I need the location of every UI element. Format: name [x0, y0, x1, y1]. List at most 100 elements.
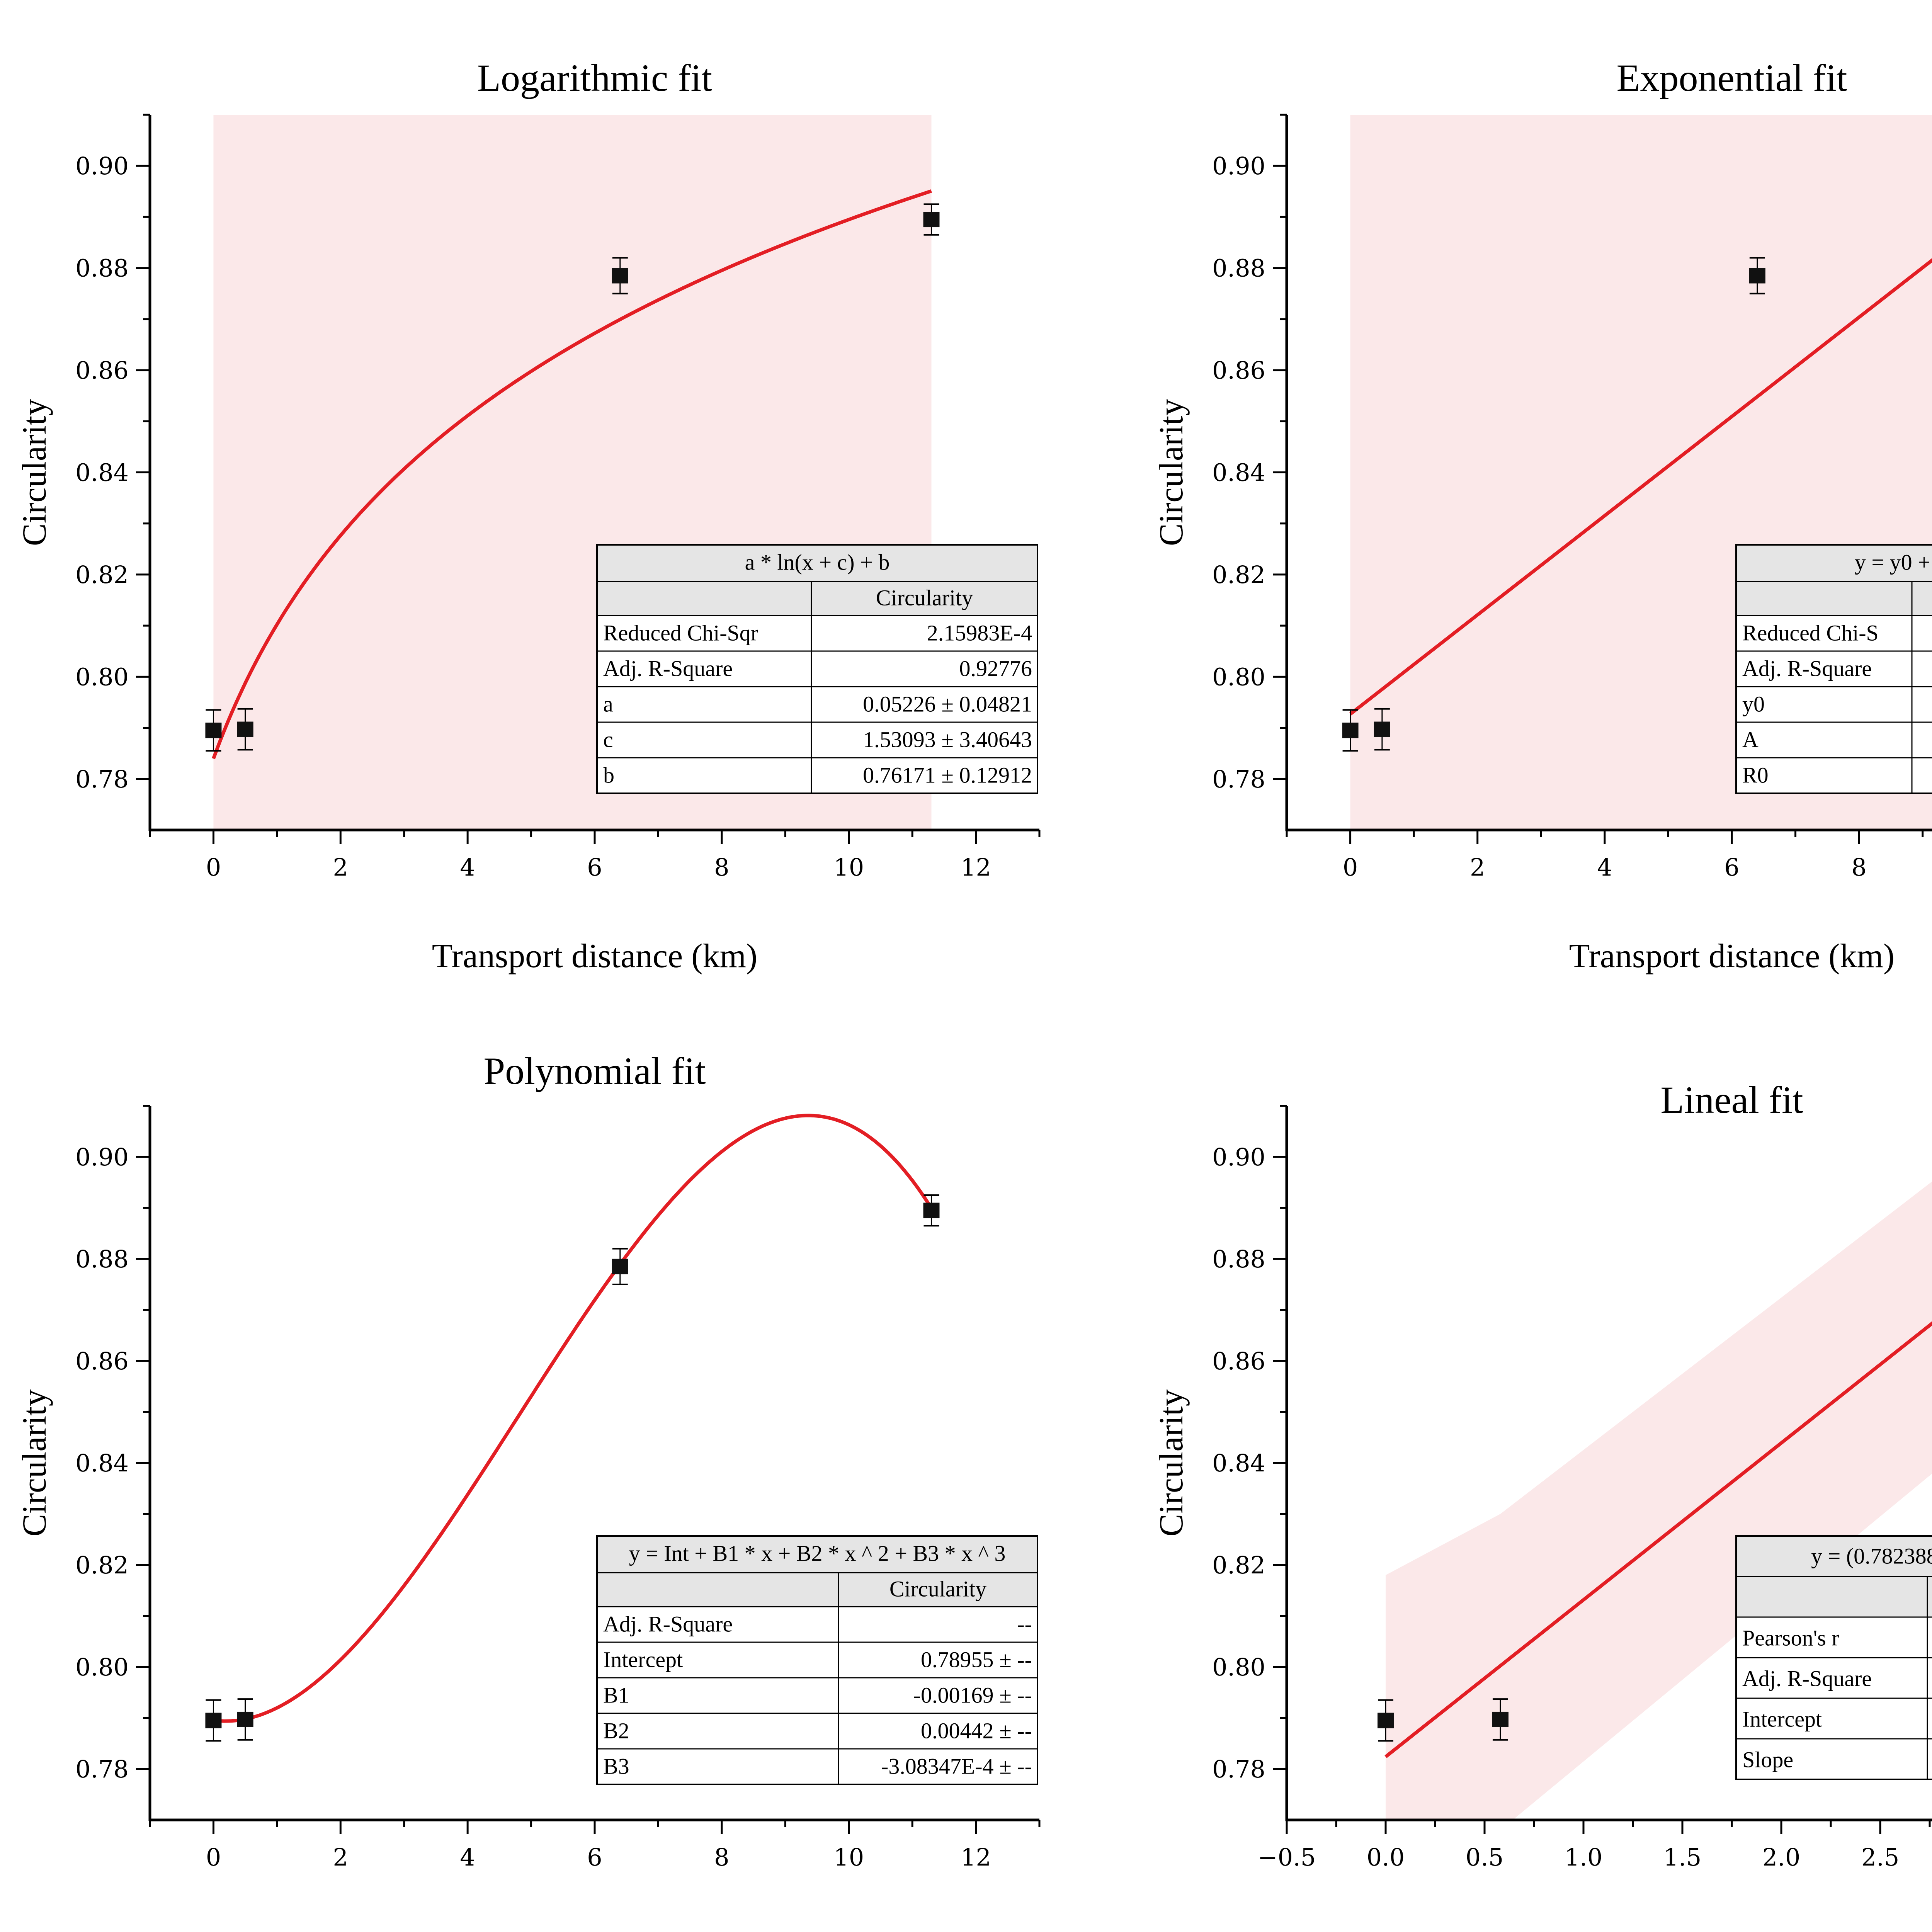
x-tick-label: 10: [833, 1843, 864, 1871]
y-tick-label: 0.82: [1212, 1551, 1265, 1579]
table-row-label: B2: [603, 1718, 629, 1743]
y-tick-label: 0.82: [75, 561, 129, 589]
table-row-value: 0.00442 ± --: [921, 1718, 1032, 1743]
data-point: [1374, 708, 1390, 751]
x-tick-label: 0.0: [1367, 1843, 1405, 1871]
data-marker: [237, 1711, 253, 1727]
table-border: [596, 1535, 1038, 1785]
table-row-label: A: [1742, 727, 1759, 752]
table-row-value: 0.78955 ± --: [921, 1647, 1032, 1672]
table-row-label: B1: [603, 1682, 629, 1708]
table-row-value: -0.00169 ± --: [913, 1682, 1032, 1708]
data-point: [237, 708, 253, 751]
data-marker: [1492, 1711, 1509, 1727]
y-tick-label: 0.86: [75, 356, 129, 384]
data-marker: [1378, 1713, 1394, 1728]
x-tick-label: 4: [460, 853, 475, 881]
data-marker: [923, 212, 940, 228]
table-row-label: y0: [1742, 691, 1765, 716]
table-row-label: Adj. R-Square: [1742, 1666, 1872, 1691]
table-row-label: Intercept: [603, 1647, 683, 1672]
x-tick-label: 4: [1597, 853, 1612, 881]
table-row-label: Adj. R-Square: [1742, 656, 1872, 681]
data-point: [1492, 1698, 1509, 1741]
table-row-value: -3.08347E-4 ± --: [881, 1753, 1032, 1779]
chart-title: Polynomial fit: [484, 1049, 706, 1092]
table-row-value: 0.05226 ± 0.04821: [863, 691, 1032, 716]
table-row-label: a: [603, 691, 613, 716]
y-tick-label: 0.90: [1212, 152, 1265, 180]
x-tick-label: 6: [587, 853, 602, 881]
table-column-header: Circularity: [889, 1577, 986, 1602]
table-row-label: Adj. R-Square: [603, 656, 733, 681]
x-tick-label: 6: [587, 1843, 602, 1871]
table-equation: a * ln(x + c) + b: [745, 550, 890, 575]
fit-curve: [213, 1114, 933, 1723]
data-point: [1749, 257, 1765, 294]
y-axis-title: Circularity: [1153, 1389, 1190, 1536]
y-tick-label: 0.90: [75, 1143, 129, 1171]
data-point: [612, 257, 628, 294]
y-tick-label: 0.84: [1212, 459, 1265, 487]
y-tick-label: 0.90: [1212, 1143, 1265, 1171]
y-tick-label: 0.78: [75, 765, 129, 793]
x-axis-title: Transport distance (km): [432, 1927, 757, 1932]
data-marker: [205, 723, 222, 738]
data-marker: [237, 721, 253, 737]
x-tick-label: 0.5: [1466, 1843, 1504, 1871]
data-marker: [1374, 721, 1390, 737]
y-tick-label: 0.78: [1212, 765, 1265, 793]
data-point: [923, 1194, 940, 1227]
data-point: [205, 709, 222, 752]
confidence-band: [1386, 1181, 1932, 1820]
data-point: [205, 1699, 222, 1742]
x-tick-label: 2.5: [1861, 1843, 1900, 1871]
y-axis-title: Circularity: [16, 1389, 53, 1536]
x-tick-label: 0: [1343, 853, 1358, 881]
table-row-label: Adj. R-Square: [603, 1611, 733, 1636]
y-tick-label: 0.86: [1212, 356, 1265, 384]
x-tick-label: 4: [460, 1843, 475, 1871]
x-tick-label: 6: [1724, 853, 1739, 881]
chart-panel-exp: 0.780.800.820.840.860.880.90024681012Exp…: [1153, 56, 1932, 975]
x-tick-label: 8: [1851, 853, 1866, 881]
table-row-label: Intercept: [1742, 1707, 1822, 1732]
x-tick-label: 2: [1470, 853, 1485, 881]
x-tick-label: −0.5: [1258, 1843, 1316, 1871]
x-axis-title: Transport distance (km): [1569, 937, 1895, 975]
table-body-bg: [597, 616, 1037, 793]
y-tick-label: 0.80: [75, 1653, 129, 1681]
y-axis-title: Circularity: [16, 399, 53, 546]
x-tick-label: 12: [961, 1843, 991, 1871]
fit-stats-table: a * ln(x + c) + b Circularity Reduced Chi-…: [596, 544, 1038, 794]
x-tick-label: 10: [833, 853, 864, 881]
table-row-label: Pearson's r: [1742, 1626, 1839, 1651]
x-axis-title: Transport distance (km): [432, 937, 757, 975]
table-row-label: Reduced Chi-Sqr: [603, 620, 758, 645]
data-marker: [1342, 723, 1359, 738]
chart-title: Lineal fit: [1660, 1078, 1803, 1121]
x-tick-label: 8: [714, 853, 729, 881]
y-tick-label: 0.82: [75, 1551, 129, 1579]
fit-stats-table: y = Int + B1 * x + B2 * x ^ 2 + B3 * x ^…: [596, 1535, 1038, 1785]
chart-panel-log: 0.78 0.80 0.82 0.84 0.86 0.88 0.90 0 2 4 6 8 10 12 Log…: [16, 56, 1041, 975]
y-tick-label: 0.80: [1212, 1653, 1265, 1681]
y-tick-label: 0.88: [75, 1245, 129, 1273]
data-marker: [612, 268, 628, 284]
table-equation: y = Int + B1 * x + B2 * x ^ 2 + B3 * x ^…: [629, 1541, 1006, 1566]
y-tick-label: 0.88: [1212, 254, 1265, 282]
y-tick-label: 0.84: [1212, 1449, 1265, 1477]
y-tick-label: 0.78: [75, 1755, 129, 1783]
chart-panel-lin: 0.78 0.80 0.82 0.84 0.86 0.88 0.90 −0.5 0.0 0.5 1.…: [1153, 1078, 1932, 1932]
chart-panel-poly: 0.78 0.80 0.82 0.84 0.86 0.88 0.90 0 2 4 6 8 10 12 Pol…: [16, 1049, 1041, 1932]
table-border: [1735, 544, 1932, 794]
x-tick-label: 1.5: [1663, 1843, 1702, 1871]
table-row-value: 0.76171 ± 0.12912: [863, 762, 1032, 787]
data-marker: [205, 1713, 222, 1728]
table-equation: y = y0 + A*exp(R0*x): [1855, 550, 1932, 575]
chart-title: Logarithmic fit: [477, 56, 712, 99]
fit-curve: [212, 189, 932, 759]
y-tick-label: 0.78: [1212, 1755, 1265, 1783]
table-header-bg: [597, 1536, 1037, 1607]
